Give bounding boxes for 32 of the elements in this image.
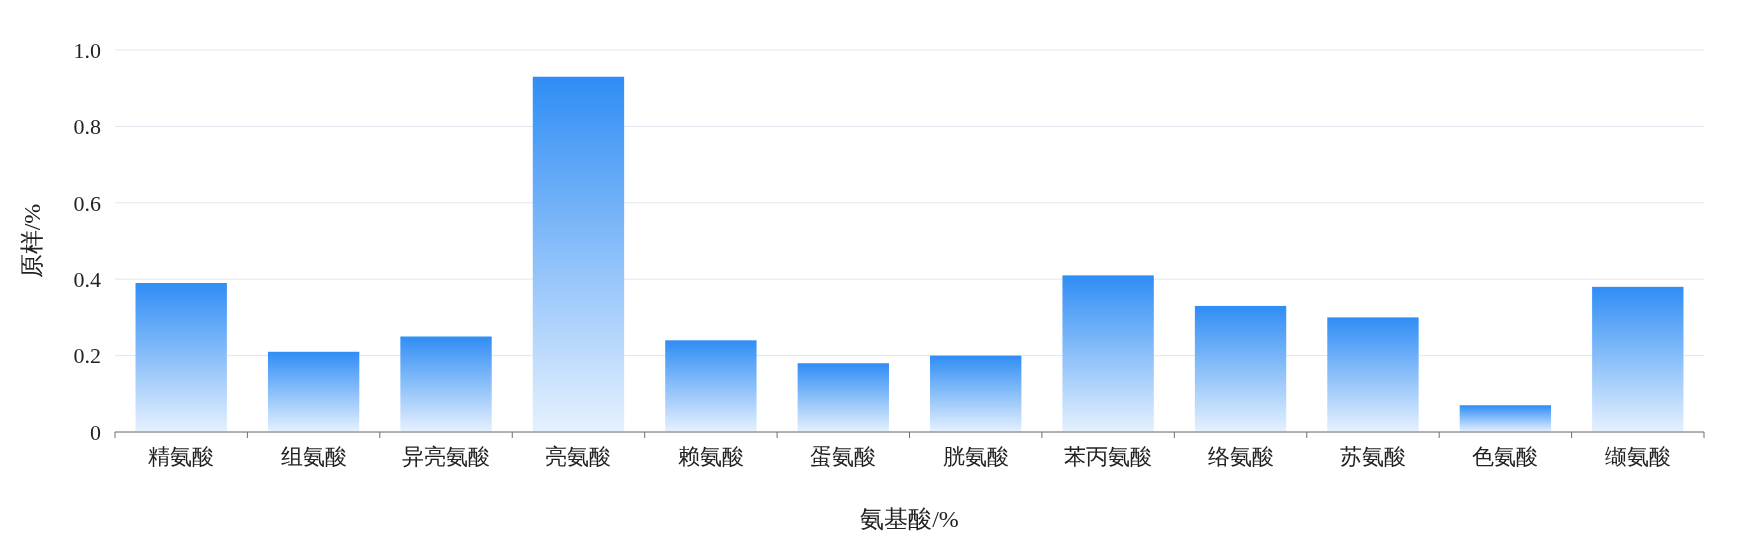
bar [797, 363, 889, 432]
x-tick-label: 亮氨酸 [545, 444, 612, 469]
bar [930, 355, 1022, 432]
x-tick-label: 色氨酸 [1472, 444, 1539, 469]
x-tick-label: 缬氨酸 [1604, 444, 1671, 469]
x-tick-label: 异亮氨酸 [402, 444, 491, 469]
bar [135, 283, 227, 432]
x-axis-title: 氨基酸/% [860, 506, 959, 532]
y-tick-label: 0.8 [73, 114, 101, 140]
x-tick-label: 蛋氨酸 [810, 444, 877, 469]
bar [400, 336, 492, 432]
x-tick-label: 络氨酸 [1207, 444, 1274, 469]
y-tick-label: 0.6 [73, 190, 101, 216]
bar [1327, 317, 1419, 432]
y-tick-label: 1.0 [73, 37, 101, 63]
x-tick-label: 精氨酸 [148, 444, 215, 469]
y-axis-title: 原样/% [19, 203, 45, 279]
x-tick-label: 赖氨酸 [677, 444, 744, 469]
bar [532, 76, 625, 432]
y-tick-label: 0 [90, 419, 101, 445]
y-tick-label: 0.4 [73, 266, 101, 292]
bar [665, 340, 757, 432]
x-tick-label: 胱氨酸 [942, 444, 1009, 469]
x-tick-label: 组氨酸 [280, 444, 347, 469]
x-tick-label: 苯丙氨酸 [1064, 444, 1153, 469]
bar [1062, 275, 1154, 432]
bar [1592, 286, 1684, 432]
bar [1194, 305, 1287, 432]
bar [1459, 405, 1552, 432]
bar [267, 351, 360, 432]
y-tick-label: 0.2 [73, 343, 101, 369]
x-tick-label: 苏氨酸 [1339, 444, 1406, 469]
